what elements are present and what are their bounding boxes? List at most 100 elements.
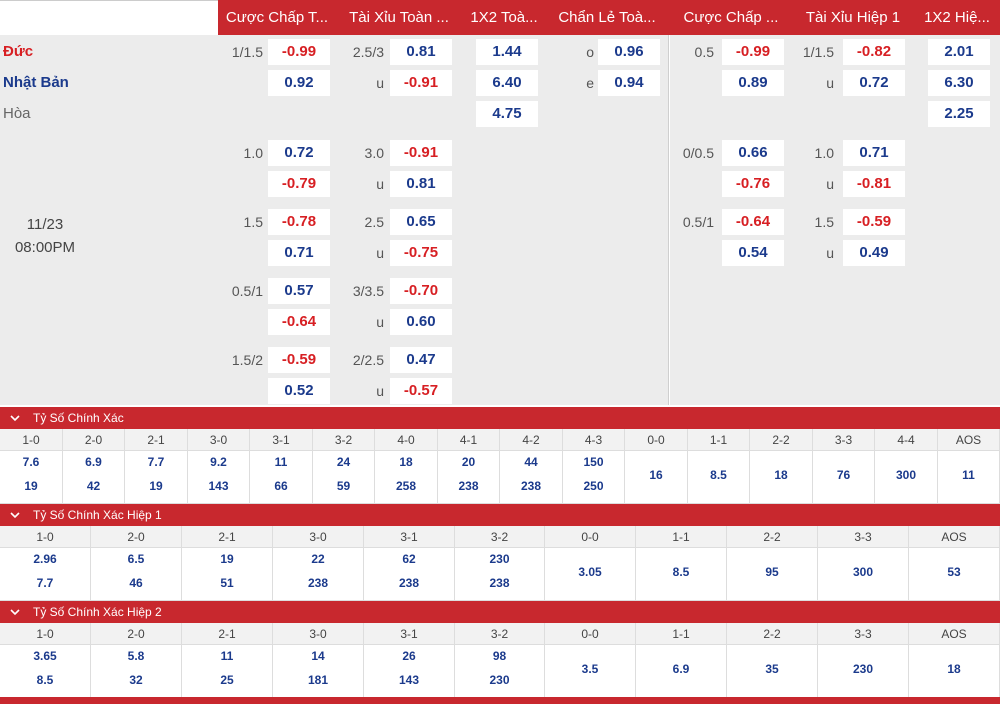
chevron-down-icon[interactable] — [8, 601, 22, 623]
score-odds-home[interactable]: 6.5 — [127, 552, 145, 566]
ft-alt-ou-over-odds[interactable]: 0.65 — [390, 209, 452, 235]
score-odds-away[interactable]: 51 — [220, 576, 234, 590]
score-odds-cell[interactable]: 3.5 — [545, 645, 636, 698]
score-odds-away[interactable]: 32 — [129, 673, 143, 687]
score-odds-value[interactable]: 18 — [947, 662, 961, 676]
score-odds-away[interactable]: 238 — [398, 576, 420, 590]
header-ft-odd-even[interactable]: Chẩn Lẻ Toà... — [558, 9, 656, 26]
ft-ou-under-odds[interactable]: -0.91 — [390, 70, 452, 96]
ft-alt-hdp-home-odds[interactable]: 0.72 — [268, 140, 330, 166]
score-odds-cell[interactable]: 20 238 — [438, 451, 500, 504]
score-odds-cell[interactable]: 150 250 — [563, 451, 625, 504]
score-odds-home[interactable]: 6.9 — [85, 455, 102, 469]
score-odds-away[interactable]: 238 — [458, 479, 479, 493]
ft-ou-over-odds[interactable]: 0.81 — [390, 39, 452, 65]
1h-ou-over-odds[interactable]: -0.82 — [843, 39, 905, 65]
score-odds-home[interactable]: 11 — [274, 455, 288, 469]
score-odds-value[interactable]: 6.9 — [672, 662, 690, 676]
1h-hdp-home-odds[interactable]: -0.99 — [722, 39, 784, 65]
score-odds-cell[interactable]: 16 — [625, 451, 688, 504]
score-odds-home[interactable]: 230 — [489, 552, 510, 566]
score-odds-cell[interactable]: 11 — [938, 451, 1000, 504]
score-odds-cell[interactable]: 35 — [727, 645, 818, 698]
score-odds-cell[interactable]: 8.5 — [688, 451, 750, 504]
score-odds-home[interactable]: 19 — [220, 552, 234, 566]
ft-odd-odds[interactable]: 0.96 — [598, 39, 660, 65]
score-odds-cell[interactable]: 18 — [750, 451, 813, 504]
chevron-down-icon[interactable] — [8, 407, 22, 429]
score-odds-value[interactable]: 3.5 — [581, 662, 599, 676]
score-odds-home[interactable]: 98 — [492, 649, 507, 663]
score-odds-away[interactable]: 42 — [86, 479, 101, 493]
score-odds-home[interactable]: 5.8 — [127, 649, 145, 663]
ft-1x2-draw-odds[interactable]: 4.75 — [476, 101, 538, 127]
1h-alt-ou-under-odds[interactable]: 0.49 — [843, 240, 905, 266]
ft-hdp-home-odds[interactable]: -0.99 — [268, 39, 330, 65]
score-odds-away[interactable]: 230 — [489, 673, 510, 687]
score-odds-away[interactable]: 25 — [220, 673, 234, 687]
score-odds-away[interactable]: 258 — [395, 479, 417, 493]
1h-1x2-away-odds[interactable]: 6.30 — [928, 70, 990, 96]
score-odds-cell[interactable]: 11 25 — [182, 645, 273, 698]
ft-alt-hdp-home-odds[interactable]: -0.78 — [268, 209, 330, 235]
score-odds-cell[interactable]: 22 238 — [273, 548, 364, 601]
score-odds-value[interactable]: 8.5 — [672, 565, 690, 579]
ft-alt-ou-over-odds[interactable]: -0.70 — [390, 278, 452, 304]
1h-alt-hdp-away-odds[interactable]: -0.76 — [722, 171, 784, 197]
header-ft-1x2[interactable]: 1X2 Toà... — [470, 9, 538, 26]
ft-hdp-away-odds[interactable]: 0.92 — [268, 70, 330, 96]
score-odds-value[interactable]: 53 — [947, 565, 961, 579]
ft-alt-hdp-away-odds[interactable]: 0.71 — [268, 240, 330, 266]
score-odds-away[interactable]: 19 — [24, 479, 38, 493]
ft-even-odds[interactable]: 0.94 — [598, 70, 660, 96]
score-odds-cell[interactable]: 6.5 46 — [91, 548, 182, 601]
score-odds-home[interactable]: 3.65 — [33, 649, 57, 663]
score-odds-value[interactable]: 76 — [836, 468, 851, 482]
score-odds-home[interactable]: 11 — [220, 649, 234, 663]
score-odds-cell[interactable]: 18 258 — [375, 451, 438, 504]
1h-alt-hdp-away-odds[interactable]: 0.54 — [722, 240, 784, 266]
ft-alt-ou-under-odds[interactable]: 0.81 — [390, 171, 452, 197]
ft-alt-ou-over-odds[interactable]: -0.91 — [390, 140, 452, 166]
score-odds-cell[interactable]: 9.2 143 — [188, 451, 250, 504]
ft-alt-hdp-home-odds[interactable]: -0.59 — [268, 347, 330, 373]
score-odds-cell[interactable]: 3.05 — [545, 548, 636, 601]
header-1h-1x2[interactable]: 1X2 Hiệ... — [924, 9, 990, 26]
score-odds-value[interactable]: 300 — [895, 468, 917, 482]
score-odds-value[interactable]: 11 — [962, 468, 975, 482]
chevron-down-icon[interactable] — [8, 504, 22, 526]
score-odds-home[interactable]: 9.2 — [210, 455, 227, 469]
score-odds-away[interactable]: 238 — [520, 479, 542, 493]
score-odds-value[interactable]: 35 — [765, 662, 779, 676]
score-odds-value[interactable]: 8.5 — [710, 468, 727, 482]
ft-alt-ou-under-odds[interactable]: -0.75 — [390, 240, 452, 266]
score-odds-away[interactable]: 59 — [336, 479, 351, 493]
score-odds-home[interactable]: 24 — [336, 455, 351, 469]
ft-alt-hdp-away-odds[interactable]: 0.52 — [268, 378, 330, 404]
score-odds-cell[interactable]: 18 — [909, 645, 1000, 698]
score-odds-value[interactable]: 18 — [774, 468, 788, 482]
1h-alt-hdp-home-odds[interactable]: 0.66 — [722, 140, 784, 166]
ft-alt-ou-under-odds[interactable]: -0.57 — [390, 378, 452, 404]
score-odds-away[interactable]: 238 — [489, 576, 510, 590]
ft-alt-ou-under-odds[interactable]: 0.60 — [390, 309, 452, 335]
1h-1x2-home-odds[interactable]: 2.01 — [928, 39, 990, 65]
score-odds-home[interactable]: 62 — [402, 552, 416, 566]
score-odds-cell[interactable]: 300 — [818, 548, 909, 601]
score-odds-home[interactable]: 7.7 — [147, 455, 165, 469]
score-odds-cell[interactable]: 5.8 32 — [91, 645, 182, 698]
1h-1x2-draw-odds[interactable]: 2.25 — [928, 101, 990, 127]
section-header[interactable]: Tỷ Số Chính Xác — [0, 407, 1000, 429]
score-odds-cell[interactable]: 300 — [875, 451, 938, 504]
score-odds-value[interactable]: 300 — [852, 565, 874, 579]
score-odds-away[interactable]: 66 — [274, 479, 288, 493]
header-1h-handicap[interactable]: Cược Chấp ... — [683, 9, 779, 26]
header-ft-handicap[interactable]: Cược Chấp T... — [225, 9, 329, 26]
score-odds-home[interactable]: 2.96 — [33, 552, 57, 566]
score-odds-away[interactable]: 143 — [398, 673, 420, 687]
score-odds-cell[interactable]: 98 230 — [455, 645, 545, 698]
score-odds-home[interactable]: 26 — [402, 649, 416, 663]
score-odds-value[interactable]: 230 — [852, 662, 874, 676]
score-odds-away[interactable]: 181 — [307, 673, 329, 687]
score-odds-cell[interactable]: 7.7 19 — [125, 451, 188, 504]
